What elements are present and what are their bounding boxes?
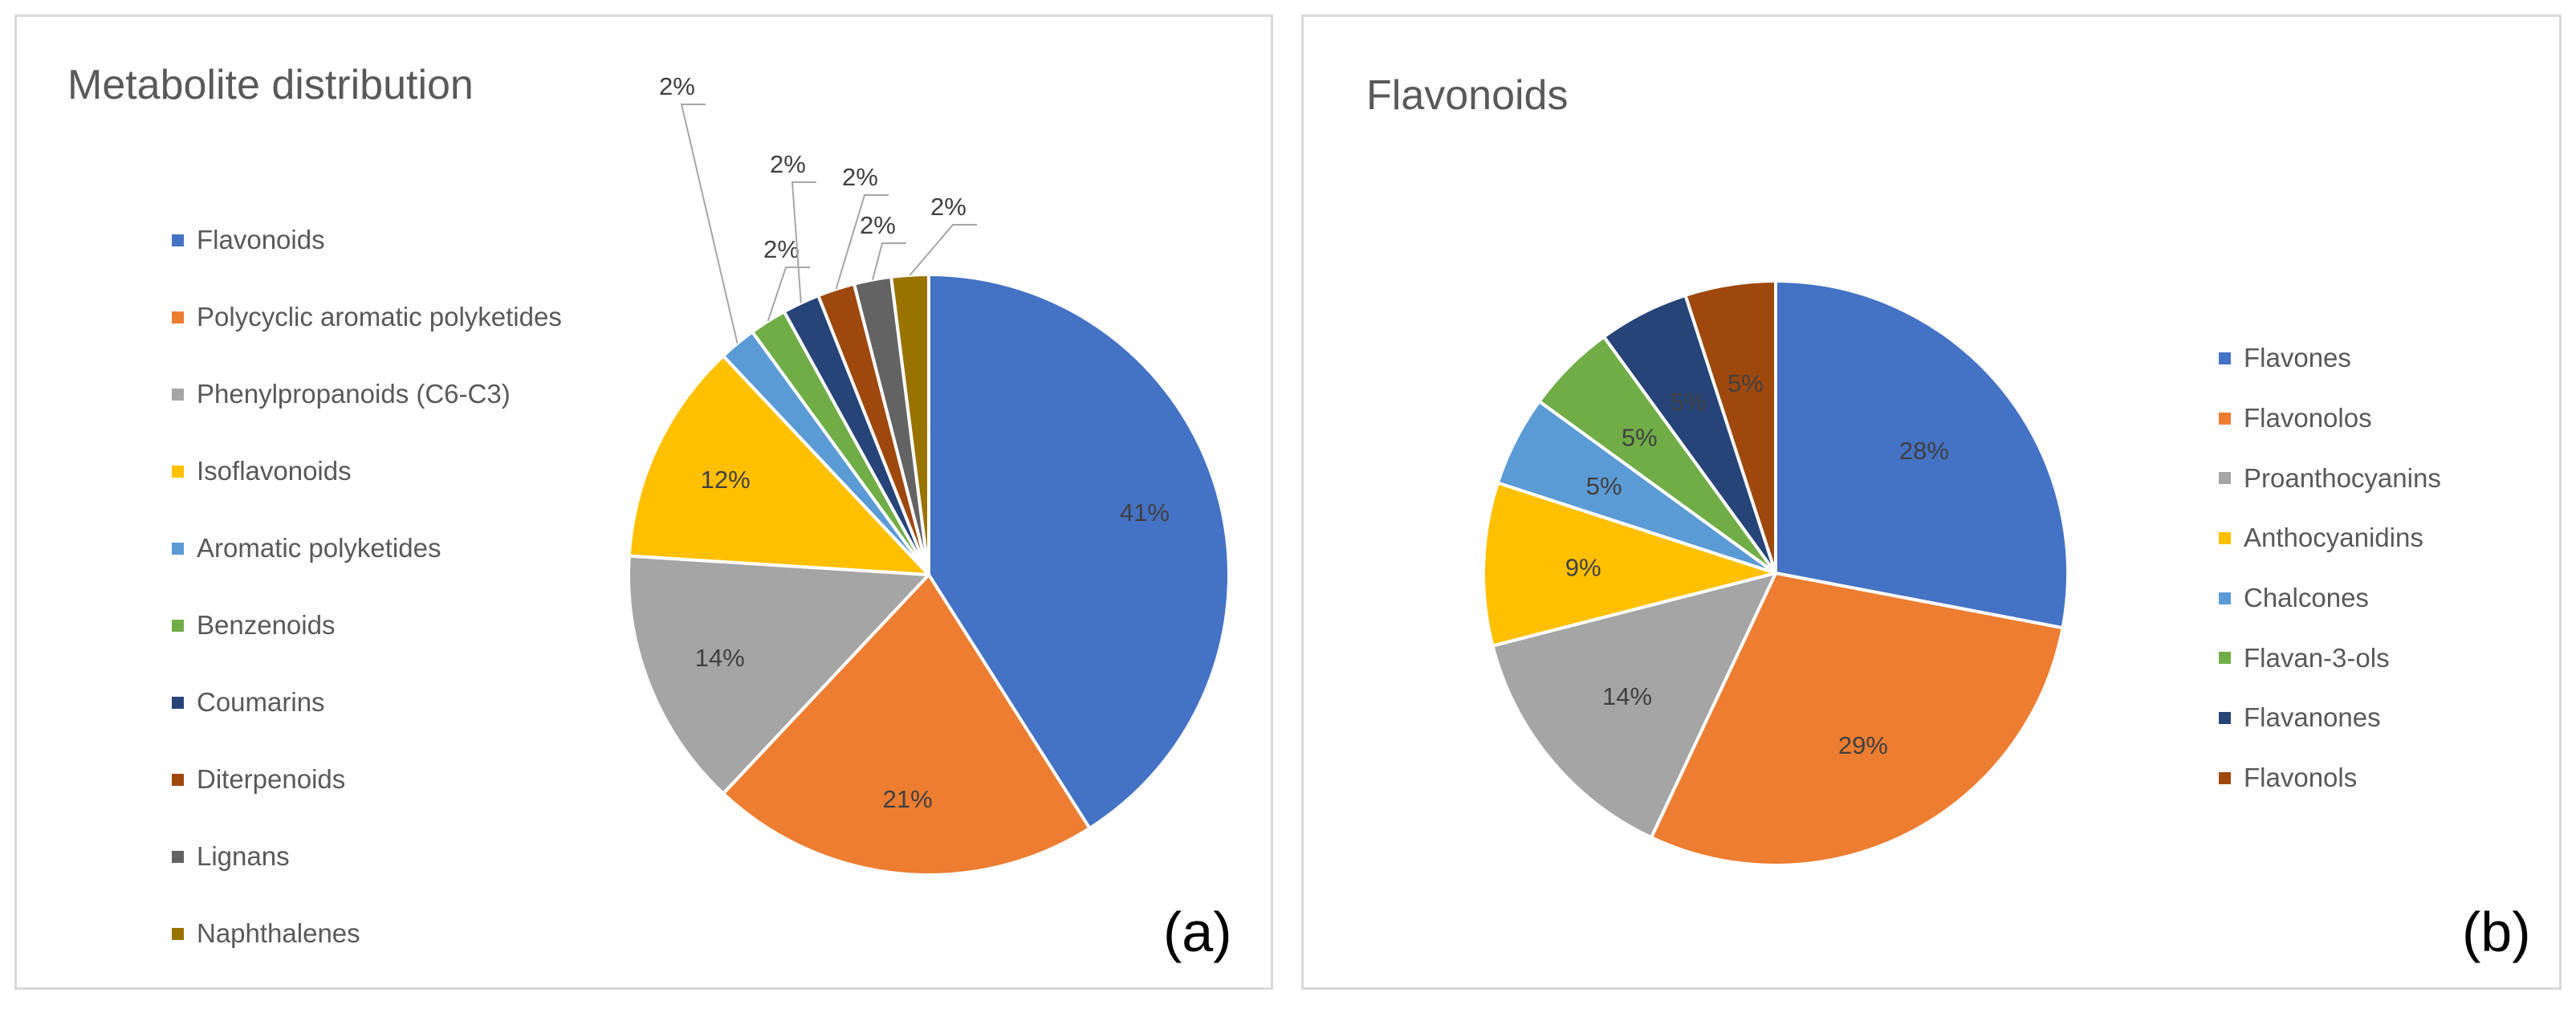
legend-swatch [2219, 472, 2231, 485]
pie-slice-flavones [1774, 279, 2069, 630]
legend-item-lignans: Lignans [172, 818, 562, 895]
legend-item-naphthalenes: Naphthalenes [172, 895, 562, 972]
legend-label: Anthocyanidins [2244, 523, 2423, 553]
legend-item-coumarins: Coumarins [172, 664, 562, 741]
leader-line [680, 104, 739, 344]
pie-slice-proanthocyanins [1491, 572, 1777, 840]
legend-item-flavan-3-ols: Flavan-3-ols [2219, 628, 2441, 688]
data-label-flavonolos: 29% [1838, 731, 1888, 759]
legend-label: Flavones [2244, 343, 2351, 373]
legend-item-flavonoids: Flavonoids [172, 201, 562, 279]
pie-chart: 41% 21% 14% 12% 2% 2% 2% 2% 2% 2% [627, 72, 1231, 877]
legend-item-flavonolos: Flavonolos [2219, 389, 2441, 449]
panel-label: (b) [2462, 901, 2531, 963]
leader-line [835, 194, 889, 290]
legend-item-diterpenoids: Diterpenoids [172, 741, 562, 818]
legend-swatch [2219, 771, 2231, 784]
legend-item-chalcones: Chalcones [2219, 568, 2441, 629]
legend-item-flavonols: Flavonols [2219, 748, 2441, 808]
data-label-aromatic-polyketides: 2% [659, 72, 695, 100]
legend-label: Benzenoids [197, 610, 336, 640]
pie-slice-isoflavonoids [627, 354, 930, 576]
legend-swatch [2219, 531, 2231, 544]
legend-label: Proanthocyanins [2244, 462, 2441, 493]
legend: Flavones Flavonolos Proanthocyanins Anthocy… [2219, 328, 2441, 808]
data-label-coumarins: 2% [770, 150, 806, 178]
legend-item-isoflavonoids: Isoflavonoids [172, 433, 562, 510]
data-label-benzenoids: 2% [763, 235, 800, 263]
chart-panel-metabolite-distribution: Metabolite distribution Flavonoids Polycy… [14, 14, 1273, 990]
legend: Flavonoids Polycyclic aromatic polyketide… [172, 201, 562, 972]
data-label-flavones: 28% [1899, 437, 1949, 465]
legend-swatch [172, 311, 184, 323]
data-label-anthocyanidins: 9% [1565, 553, 1601, 581]
legend-swatch [2219, 352, 2231, 364]
pie-slice-flavonols [1683, 279, 1777, 575]
legend-swatch [172, 850, 184, 863]
legend-label: Diterpenoids [197, 764, 346, 794]
data-label-diterpenoids: 2% [842, 163, 878, 191]
leader-line [909, 224, 977, 276]
leader-line [767, 266, 810, 322]
legend-label: Naphthalenes [197, 918, 360, 948]
legend-label: Isoflavonoids [197, 456, 352, 486]
legend-item-polycyclic-aromatic-polyketides: Polycyclic aromatic polyketides [172, 279, 562, 356]
data-label-flavanones: 5% [1671, 388, 1707, 416]
pie-slice-flavonoids [927, 273, 1231, 830]
legend-swatch [172, 696, 184, 709]
legend-label: Phenylpropanoids (C6-C3) [197, 379, 511, 409]
legend-swatch [172, 465, 184, 478]
panel-label: (a) [1163, 901, 1232, 963]
pie-slice-anthocyanidins [1482, 481, 1777, 648]
legend-swatch [2219, 652, 2231, 665]
legend-label: Flavonolos [2244, 403, 2372, 433]
data-label-naphthalenes: 2% [930, 193, 967, 221]
chart-title: Flavonoids [1366, 72, 1569, 119]
chart-panel-flavonoids: Flavonoids Flavones Flavonolos Proanthocya… [1301, 14, 2562, 990]
data-label-lignans: 2% [860, 211, 896, 239]
legend-label: Flavonols [2244, 763, 2358, 793]
data-label-polycyclic-aromatic-polyketides: 21% [883, 785, 933, 813]
pie-slice-phenylpropanoids-c6-c3 [627, 554, 930, 795]
data-label-proanthocyanins: 14% [1602, 682, 1652, 710]
data-label-chalcones: 5% [1586, 472, 1622, 500]
legend-label: Chalcones [2244, 583, 2369, 613]
data-label-flavan-3-ols: 5% [1622, 423, 1658, 451]
legend-swatch [172, 619, 184, 632]
data-label-flavonoids: 41% [1120, 498, 1170, 527]
legend-item-proanthocyanins: Proanthocyanins [2219, 448, 2441, 508]
pie-slice-flavonolos [1650, 572, 2065, 867]
legend-swatch [172, 773, 184, 786]
data-label-flavonols: 5% [1728, 369, 1764, 397]
legend-label: Polycyclic aromatic polyketides [197, 302, 562, 332]
leader-line [791, 181, 816, 303]
legend-item-flavanones: Flavanones [2219, 688, 2441, 748]
legend-item-benzenoids: Benzenoids [172, 587, 562, 664]
chart-title: Metabolite distribution [67, 62, 474, 108]
legend-swatch [2219, 711, 2231, 724]
legend-swatch [172, 388, 184, 401]
legend-label: Lignans [197, 841, 290, 871]
legend-item-aromatic-polyketides: Aromatic polyketides [172, 510, 562, 587]
legend-swatch [172, 234, 184, 246]
legend-label: Flavanones [2244, 702, 2381, 733]
legend-label: Flavan-3-ols [2244, 642, 2390, 673]
legend-label: Aromatic polyketides [197, 533, 442, 563]
legend-label: Coumarins [197, 687, 325, 717]
pie-chart: 28%29%14%9%5%5%5%5% [1482, 279, 2069, 867]
legend-item-flavones: Flavones [2219, 328, 2441, 389]
pie-slice-polycyclic-aromatic-polyketides [721, 573, 1092, 877]
legend-swatch [172, 927, 184, 940]
legend-swatch [172, 542, 184, 555]
legend-item-phenylpropanoids-c6-c3: Phenylpropanoids (C6-C3) [172, 356, 562, 433]
legend-item-anthocyanidins: Anthocyanidins [2219, 508, 2441, 568]
legend-swatch [2219, 592, 2231, 604]
legend-label: Flavonoids [197, 225, 325, 254]
legend-swatch [2219, 412, 2231, 425]
leader-line [871, 242, 906, 280]
data-label-isoflavonoids: 12% [701, 466, 751, 494]
data-label-phenylpropanoids-c6-c3: 14% [695, 644, 745, 672]
